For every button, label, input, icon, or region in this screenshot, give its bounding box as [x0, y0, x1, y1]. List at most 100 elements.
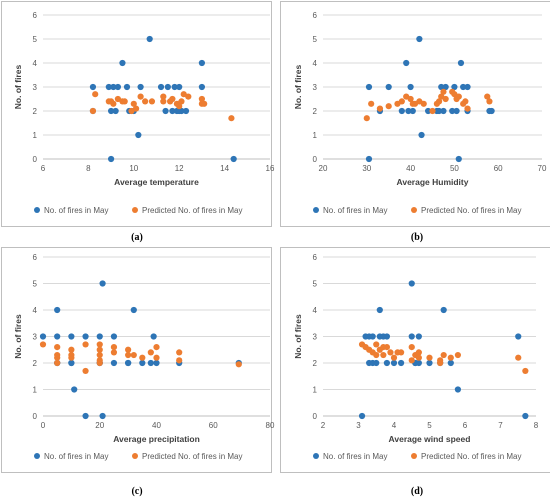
panel-border	[280, 1, 550, 227]
legend-label-actual: No. of fires in May	[323, 452, 387, 461]
predicted-fire-point	[387, 349, 394, 356]
actual-fire-point	[68, 333, 75, 340]
predicted-fire-point	[96, 341, 103, 348]
predicted-fire-point	[39, 341, 47, 348]
x-tick-label: 0	[41, 421, 46, 430]
predicted-fire-point	[176, 349, 183, 356]
chart-panel-b: 0 1 2 3 4 5 6 20 30 40 50 60 70 Average Humidity No. o…	[280, 1, 550, 243]
predicted-fire-point	[390, 354, 398, 361]
predicted-fire-point	[454, 351, 461, 359]
actual-fire-point	[162, 107, 169, 115]
y-tick-label: 4	[33, 306, 38, 315]
y-tick-label: 6	[33, 253, 38, 262]
series-predicted	[39, 341, 242, 375]
predicted-fire-point	[114, 95, 122, 103]
actual-fire-point	[454, 386, 461, 393]
actual-fire-point	[425, 107, 432, 115]
actual-fire-point	[398, 107, 405, 115]
actual-fire-point	[418, 131, 425, 139]
actual-fire-point	[176, 107, 183, 115]
predicted-fire-point	[408, 344, 415, 351]
actual-fire-point	[147, 359, 154, 367]
actual-fire-point	[416, 35, 423, 43]
y-axis-title: No. of fires	[13, 314, 23, 359]
actual-fire-point	[108, 107, 115, 115]
x-axis-title: Average precipitation	[113, 434, 200, 444]
actual-fire-point	[460, 83, 467, 91]
y-tick-label: 5	[313, 35, 318, 44]
y-tick-label: 1	[313, 386, 318, 395]
x-tick-label: 7	[498, 421, 503, 430]
x-tick-label: 60	[494, 164, 503, 173]
y-axis-title: No. of fires	[293, 314, 303, 359]
actual-fire-point	[453, 107, 460, 115]
actual-fire-point	[82, 333, 89, 340]
predicted-fire-point	[398, 349, 405, 356]
predicted-fire-point	[92, 91, 99, 98]
y-axis-title: No. of fires	[293, 65, 303, 110]
predicted-fire-point	[176, 357, 183, 364]
actual-fire-point	[54, 333, 61, 340]
predicted-fire-point	[429, 107, 436, 115]
legend-marker-predicted	[411, 207, 417, 213]
y-axis-title: No. of fires	[13, 65, 23, 110]
predicted-fire-point	[380, 351, 387, 359]
predicted-fire-point	[368, 100, 375, 107]
actual-fire-point	[169, 107, 176, 115]
actual-fire-point	[89, 83, 97, 91]
series-predicted	[89, 91, 235, 122]
legend-label-predicted: Predicted No. of fires in May	[142, 452, 242, 461]
x-axis-title: Average wind speed	[389, 434, 471, 444]
predicted-fire-point	[420, 100, 427, 107]
y-tick-label: 3	[313, 83, 318, 92]
actual-fire-point	[153, 359, 160, 367]
actual-fire-point	[442, 83, 449, 91]
predicted-fire-point	[68, 354, 75, 361]
predicted-fire-point	[148, 98, 156, 105]
legend-label-predicted: Predicted No. of fires in May	[421, 206, 521, 215]
predicted-fire-point	[130, 351, 137, 359]
predicted-fire-point	[176, 103, 183, 110]
actual-fire-point	[54, 306, 61, 314]
x-tick-label: 2	[321, 421, 326, 430]
actual-fire-point	[409, 107, 416, 115]
predicted-fire-point	[110, 344, 118, 351]
series-predicted	[363, 88, 493, 122]
predicted-fire-point	[385, 103, 392, 110]
x-tick-label: 80	[266, 421, 275, 430]
actual-fire-point	[182, 107, 190, 115]
predicted-fire-point	[178, 98, 185, 105]
predicted-fire-point	[110, 349, 118, 356]
actual-fire-point	[369, 333, 376, 340]
x-tick-label: 8	[534, 421, 539, 430]
actual-fire-point	[125, 359, 132, 367]
x-axis-title: Average Humidity	[397, 177, 469, 187]
actual-fire-point	[438, 83, 445, 91]
predicted-fire-point	[132, 105, 140, 112]
actual-fire-point	[157, 83, 165, 91]
legend-marker-actual	[34, 453, 40, 459]
y-tick-label: 2	[313, 107, 318, 116]
predicted-fire-point	[486, 98, 493, 105]
predicted-fire-point	[160, 93, 167, 100]
y-tick-label: 3	[33, 333, 38, 342]
legend: No. of fires in May Predicted No. of fire…	[313, 452, 521, 461]
y-tick-label: 4	[313, 306, 318, 315]
predicted-fire-point	[185, 93, 192, 100]
y-tick-label: 0	[33, 155, 38, 164]
actual-fire-point	[99, 412, 106, 420]
y-tick-label: 4	[33, 59, 38, 68]
predicted-fire-point	[435, 98, 443, 105]
actual-fire-point	[119, 59, 126, 67]
actual-fire-point	[68, 359, 75, 367]
actual-fire-point	[358, 412, 366, 420]
predicted-fire-point	[128, 107, 135, 115]
actual-fire-point	[415, 333, 422, 340]
actual-fire-point	[464, 83, 471, 91]
actual-fire-point	[176, 83, 183, 91]
actual-fire-point	[407, 83, 414, 91]
legend-label-predicted: Predicted No. of fires in May	[142, 206, 242, 215]
actual-fire-point	[398, 359, 405, 367]
predicted-fire-point	[108, 98, 115, 105]
actual-fire-point	[522, 412, 529, 420]
